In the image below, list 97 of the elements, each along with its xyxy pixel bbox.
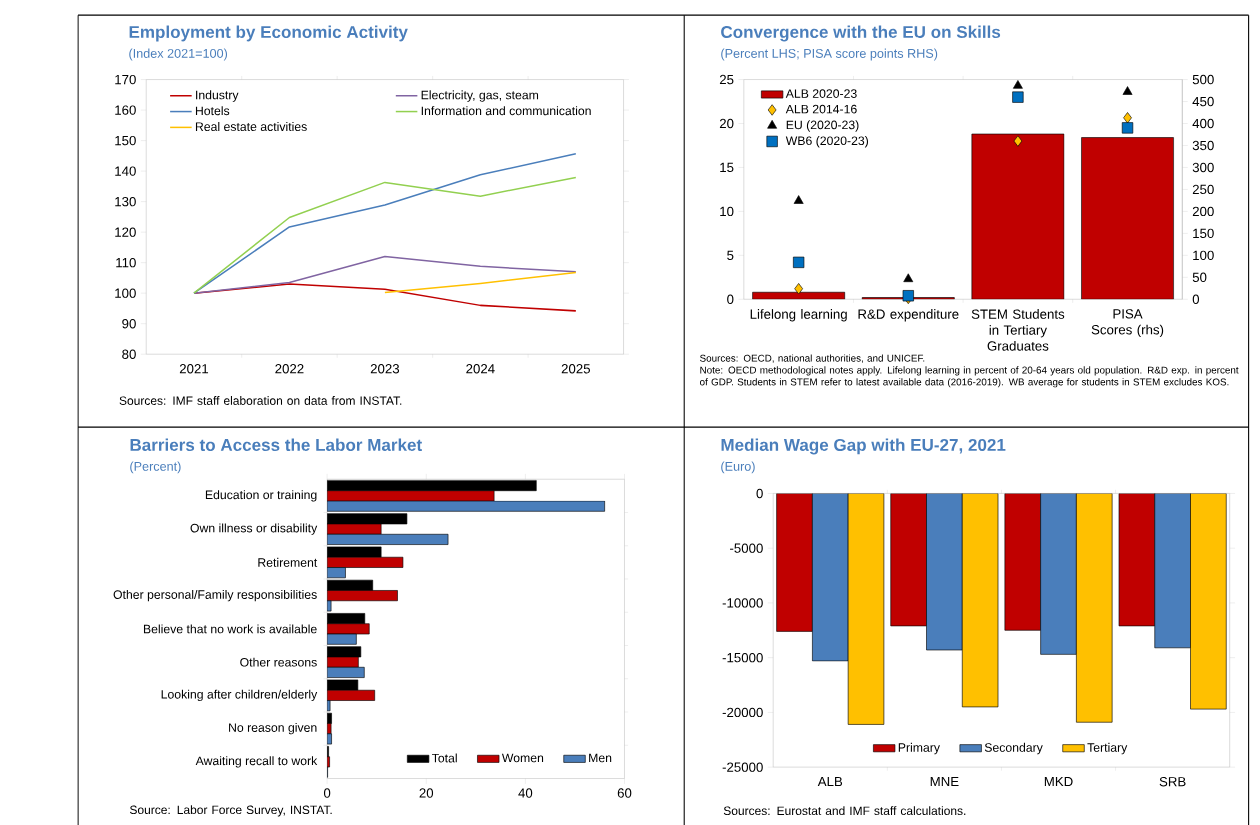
y-tick-label: 25 <box>719 74 734 85</box>
x-tick-label: ALB <box>817 777 843 787</box>
y-tick-label: Education or training <box>205 490 317 502</box>
legend-label: Secondary <box>984 742 1043 755</box>
point <box>793 256 805 269</box>
y-tick-label: 0 <box>727 294 734 305</box>
y-tick-label: -10000 <box>722 598 763 608</box>
point <box>794 283 803 295</box>
y2-tick-label: 400 <box>1192 118 1214 129</box>
y2-tick-label: 200 <box>1192 206 1214 217</box>
y-tick-label: 90 <box>122 319 136 329</box>
source-note: Sources: IMF staff elaboration on data from INSTAT. <box>119 396 402 405</box>
legend-label: Men <box>589 753 612 763</box>
x-tick-label: MKD <box>1044 777 1073 787</box>
legend-label: EU (2020-23) <box>786 120 859 132</box>
x-tick-label: 2025 <box>561 364 590 374</box>
chart-title: Employment by Economic Activity <box>129 25 408 42</box>
x-tick-label: STEM Students in Tertiary Graduates <box>971 309 1065 351</box>
point <box>903 273 914 283</box>
y2-tick-label: 250 <box>1192 184 1214 195</box>
x-tick-label: 2023 <box>370 364 400 374</box>
y-tick-label: 20 <box>719 118 734 129</box>
y-tick-label: 5 <box>727 250 734 261</box>
y-tick-label: -20000 <box>722 707 763 718</box>
legend-label: Electricity, gas, steam <box>421 90 539 102</box>
x-tick-label: R&D expenditure <box>858 309 959 322</box>
chart-subtitle: (Euro) <box>721 461 755 474</box>
x-tick-label: SRB <box>1159 777 1186 787</box>
legend-label: Industry <box>196 90 239 102</box>
legend-label: Primary <box>898 742 940 755</box>
x-tick-label: PISA Scores (rhs) <box>1091 309 1164 338</box>
y-tick-label: 120 <box>115 227 136 237</box>
y-tick-label: 0 <box>756 488 763 499</box>
x-tick-label: 0 <box>323 788 331 798</box>
y-tick-label: 15 <box>720 162 734 173</box>
line-series <box>193 176 577 294</box>
chart-title: Convergence with the EU on Skills <box>721 25 1001 42</box>
y2-tick-label: 500 <box>1192 74 1214 85</box>
y2-tick-label: 0 <box>1192 294 1200 305</box>
x-tick-label: 2021 <box>179 364 209 374</box>
legend-label: Information and communication <box>421 106 591 116</box>
y2-tick-label: 100 <box>1193 250 1214 261</box>
y-tick-label: Looking after children/elderly <box>161 689 318 702</box>
legend-label: ALB 2020-23 <box>785 89 857 98</box>
y-tick-label: 140 <box>115 166 136 176</box>
y-tick-label: -15000 <box>722 653 763 663</box>
chart-title: Barriers to Access the Labor Market <box>130 438 422 452</box>
point <box>793 195 804 204</box>
y-tick-label: No reason given <box>229 722 317 735</box>
x-tick-label: Lifelong learning <box>750 309 847 322</box>
legend-label: Tertiary <box>1087 742 1128 755</box>
source-note: Sources: OECD, national authorities, and UNICEF. <box>700 354 925 363</box>
y2-tick-label: 300 <box>1192 162 1214 173</box>
x-tick-label: 40 <box>518 788 533 798</box>
point <box>1012 80 1023 89</box>
x-tick-label: 2022 <box>275 364 304 374</box>
y-tick-label: Other reasons <box>240 657 317 667</box>
y-tick-label: Retirement <box>258 557 318 567</box>
source-note: Source: Labor Force Survey, INSTAT. <box>129 805 332 817</box>
y-tick-label: Awaiting recall to work <box>195 756 318 768</box>
x-tick-label: MNE <box>930 777 959 787</box>
y-tick-label: 10 <box>720 206 734 217</box>
y-tick-label: 170 <box>115 74 136 85</box>
y-tick-label: -5000 <box>730 543 763 553</box>
legend-label: Real estate activities <box>195 122 307 132</box>
y2-tick-label: 350 <box>1192 140 1214 151</box>
legend-label: Women <box>501 753 544 763</box>
y-tick-label: Believe that no work is available <box>143 624 317 634</box>
chart-subtitle: (Index 2021=100) <box>129 48 228 61</box>
legend-label: Total <box>432 753 457 763</box>
legend-label: WB6 (2020-23) <box>785 136 869 148</box>
line-series <box>193 255 577 294</box>
chart-subtitle: (Percent LHS; PISA score points RHS) <box>721 48 938 61</box>
y-tick-label: 130 <box>115 196 136 207</box>
x-tick-label: 60 <box>617 788 632 798</box>
y-tick-label: 100 <box>115 288 136 298</box>
y-tick-label: -25000 <box>722 762 763 772</box>
bar <box>971 133 1065 300</box>
legend-label: Hotels <box>195 106 230 116</box>
y-tick-label: Own illness or disability <box>190 523 318 535</box>
x-tick-label: 20 <box>419 788 434 798</box>
y2-tick-label: 50 <box>1192 272 1207 283</box>
y2-tick-label: 150 <box>1193 228 1214 239</box>
y-tick-label: 160 <box>115 105 136 115</box>
y-tick-label: Other personal/Family responsibilities <box>113 589 317 602</box>
y-tick-label: 110 <box>116 258 136 268</box>
point <box>1012 91 1024 103</box>
y-tick-label: 150 <box>115 135 136 146</box>
text: (Percent) <box>130 461 181 474</box>
x-tick-label: 2024 <box>466 364 495 374</box>
legend-label: ALB 2014-16 <box>785 104 857 114</box>
point <box>1013 135 1023 147</box>
y2-tick-label: 450 <box>1192 96 1214 107</box>
chart-title: Median Wage Gap with EU-27, 2021 <box>721 438 1006 455</box>
source-note: Sources: Eurostat and IMF staff calculations. <box>723 806 966 816</box>
text: Note: OECD methodological notes apply. Lifelong learning in percent of 20-64 years old population. R&D exp. in percent of GDP. Students in STEM refer to latest available data (2016-2019). WB average for students in STEM excludes KOS. <box>700 366 1239 388</box>
y-tick-label: 80 <box>122 349 136 359</box>
